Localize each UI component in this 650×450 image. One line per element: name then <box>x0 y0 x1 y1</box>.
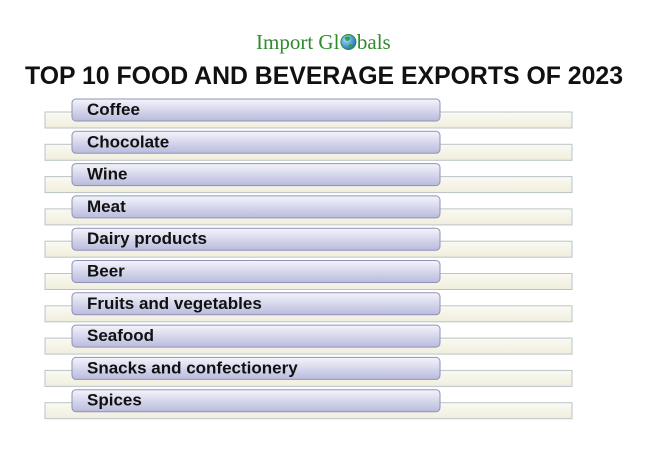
item-box <box>71 130 441 154</box>
item-box <box>71 356 441 380</box>
item-box <box>71 98 441 122</box>
item-box <box>71 324 441 348</box>
item-label: Chocolate <box>87 132 169 151</box>
logo-text: Import Gl <box>256 30 340 54</box>
item-label: Seafood <box>87 326 154 345</box>
item-label: Coffee <box>87 100 140 119</box>
item-box <box>71 292 441 316</box>
logo-text: bals <box>357 30 391 54</box>
item-label: Fruits and vegetables <box>87 294 262 313</box>
item-box <box>71 389 441 413</box>
list: Coffee Chocolate Wine Meat Dairy products Bee… <box>44 98 573 420</box>
item-label: Beer <box>87 261 125 280</box>
item-box <box>71 195 441 219</box>
title: TOP 10 FOOD AND BEVERAGE EXPORTS OF 2023 <box>25 62 623 90</box>
item-label: Snacks and confectionery <box>87 358 298 377</box>
item-box <box>71 163 441 187</box>
item-label: Wine <box>87 165 127 184</box>
item-box <box>71 227 441 251</box>
logo: Import Gl bals <box>256 30 391 54</box>
logo-globe-land <box>344 36 353 48</box>
item-label: Spices <box>87 391 142 410</box>
item-box <box>71 260 441 283</box>
item-label: Meat <box>87 197 126 216</box>
item-label: Dairy products <box>87 229 207 248</box>
